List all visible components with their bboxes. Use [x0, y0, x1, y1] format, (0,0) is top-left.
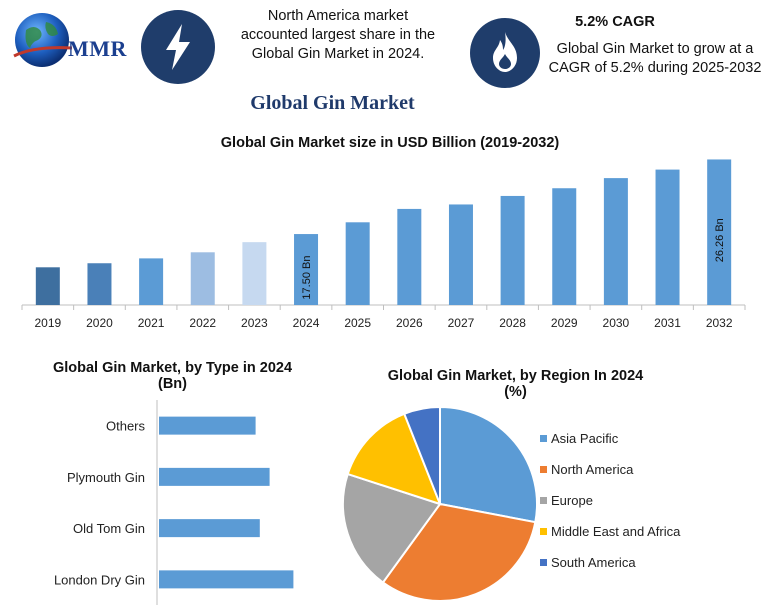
cagr-title: 5.2% CAGR — [575, 14, 655, 30]
bar-others — [159, 416, 256, 435]
pie-slice-south-america — [402, 405, 441, 505]
bar-2022 — [190, 252, 215, 305]
highlight-line: Global Gin Market to grow at a — [556, 41, 754, 57]
region-chart-title: Global Gin Market, by Region In 2024 (%) — [358, 368, 673, 400]
highlight-line: CAGR of 5.2% during 2025-2032 — [548, 60, 762, 76]
highlight-line: North America market — [267, 8, 409, 24]
x-tick-label: 2020 — [86, 316, 113, 330]
x-tick-label: 2032 — [706, 316, 733, 330]
legend-swatch — [540, 559, 547, 566]
bar-2028 — [500, 195, 525, 305]
legend-label: Europe — [551, 493, 593, 508]
pie-slice-middle-east-and-africa — [346, 412, 442, 506]
legend-swatch — [540, 497, 547, 504]
market-size-bar-chart: 2019 2020 2021 2022 2023 2024 17.50 Bn 2025 2026… — [21, 159, 746, 330]
pie-slice-north-america — [381, 502, 537, 602]
flame-icon — [470, 18, 540, 88]
bar-london-dry-gin — [159, 570, 294, 589]
bar-2023 — [242, 242, 267, 305]
x-tick-label: 2026 — [396, 316, 423, 330]
x-tick-label: 2028 — [499, 316, 526, 330]
type-bar-chart: Others Plymouth Gin Old Tom Gin London Dry … — [54, 400, 294, 605]
legend-label: South America — [551, 555, 636, 570]
bar-2029 — [552, 188, 577, 305]
x-tick-label: 2021 — [138, 316, 165, 330]
bar-2019 — [35, 267, 60, 305]
x-tick-label: 2022 — [189, 316, 216, 330]
x-tick-label: 2027 — [448, 316, 475, 330]
category-label: Old Tom Gin — [73, 521, 145, 536]
bar-2025 — [345, 222, 370, 305]
type-chart-title-line: Global Gin Market, by Type in 2024 — [52, 360, 293, 376]
page-title: Global Gin Market — [250, 92, 415, 114]
bar-2032 — [707, 159, 732, 305]
data-label-2032: 26.26 Bn — [714, 218, 726, 262]
legend-swatch — [540, 528, 547, 535]
region-pie-chart: Asia Pacific North America Europe Middle Ea… — [342, 405, 681, 602]
x-tick-label: 2029 — [551, 316, 578, 330]
pie-slice-asia-pacific — [439, 405, 538, 524]
x-tick-label: 2019 — [34, 316, 61, 330]
bar-plymouth-gin — [159, 467, 270, 486]
bar-2026 — [397, 208, 422, 305]
data-label-2024: 17.50 Bn — [301, 256, 313, 300]
legend-label: Asia Pacific — [551, 431, 619, 446]
category-label: London Dry Gin — [54, 572, 145, 587]
x-tick-label: 2030 — [603, 316, 630, 330]
x-tick-label: 2023 — [241, 316, 268, 330]
market-size-chart-title: Global Gin Market size in USD Billion (2… — [220, 135, 560, 151]
logo-text: MMR — [68, 36, 127, 61]
type-chart-title-line: (Bn) — [158, 376, 187, 392]
highlight-north-america: North America market accounted largest s… — [228, 7, 448, 64]
category-label: Plymouth Gin — [67, 470, 145, 485]
bar-old-tom-gin — [159, 519, 260, 538]
bar-2027 — [448, 204, 473, 305]
highlight-line: Global Gin Market in 2024. — [251, 46, 425, 62]
category-label: Others — [106, 419, 146, 434]
region-chart-title-line: (%) — [504, 384, 527, 400]
region-chart-title-line: Global Gin Market, by Region In 2024 — [387, 368, 644, 384]
bar-2021 — [139, 258, 164, 305]
highlight-cagr: Global Gin Market to grow at a CAGR of 5… — [541, 40, 765, 78]
x-tick-label: 2024 — [293, 316, 320, 330]
pie-slice-europe — [342, 472, 442, 584]
globe-icon — [13, 13, 73, 67]
bar-2031 — [655, 169, 680, 305]
legend-label: North America — [551, 462, 634, 477]
highlight-line: accounted largest share in the — [240, 27, 436, 43]
x-tick-label: 2031 — [654, 316, 681, 330]
lightning-bolt-icon — [141, 10, 215, 84]
bar-2024 — [294, 234, 319, 305]
type-chart-title: Global Gin Market, by Type in 2024 (Bn) — [30, 360, 315, 392]
mmr-logo — [8, 8, 138, 78]
legend-swatch — [540, 466, 547, 473]
bar-2030 — [603, 178, 628, 305]
legend-swatch — [540, 435, 547, 442]
legend-label: Middle East and Africa — [551, 524, 681, 539]
x-tick-label: 2025 — [344, 316, 371, 330]
bar-2020 — [87, 263, 112, 305]
